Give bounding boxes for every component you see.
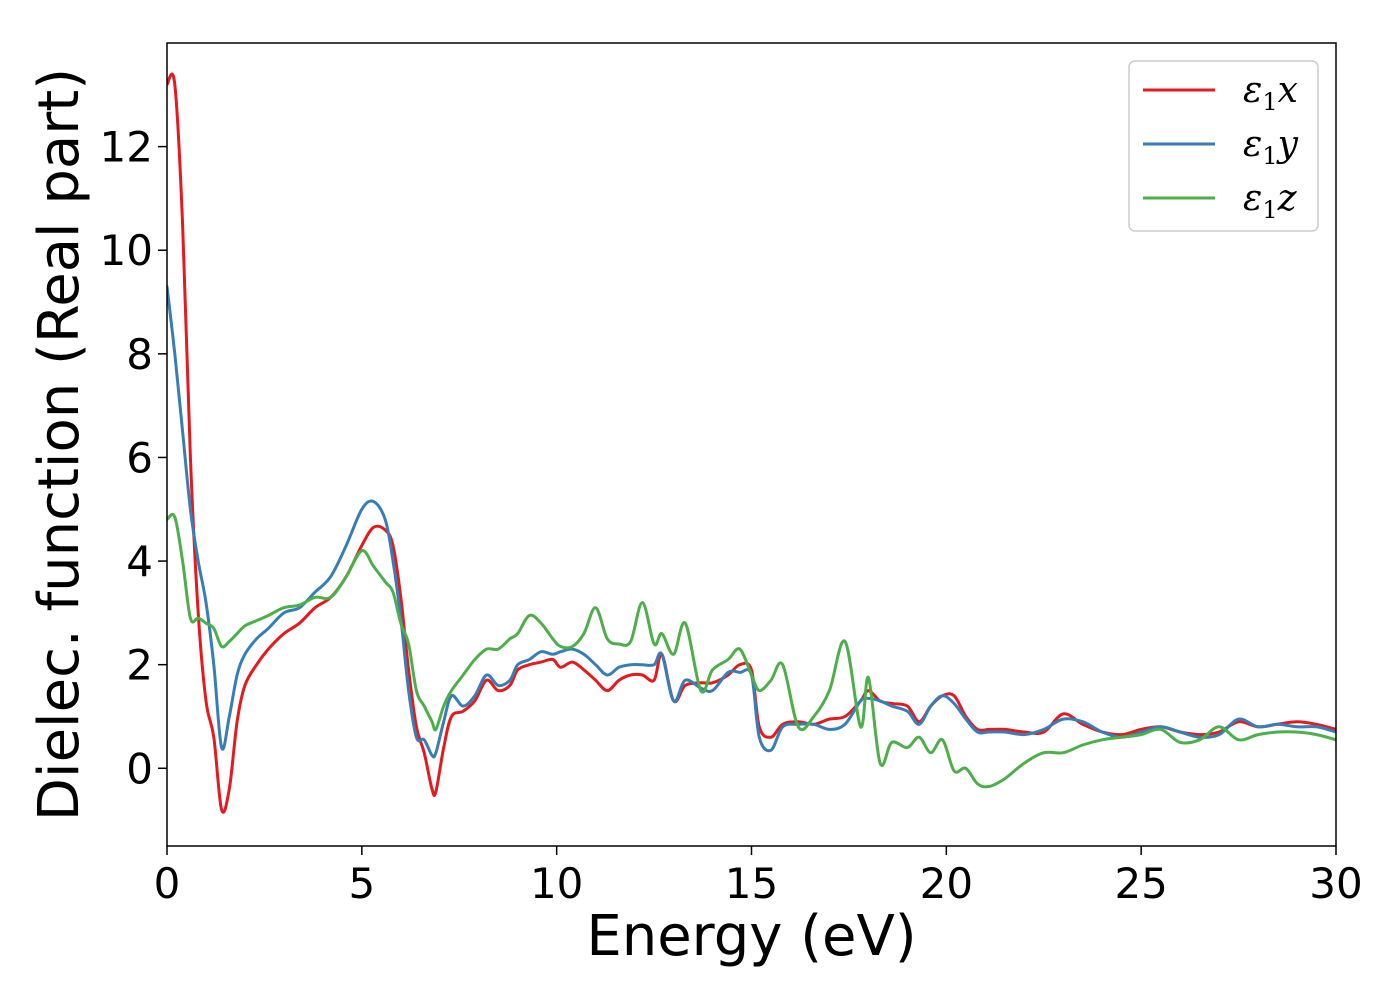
series-layer: [167, 72, 1336, 814]
legend-label-z: ε1z: [1243, 178, 1298, 224]
y-axis-ticks: 0 2 4 6 8 10 12: [100, 123, 167, 793]
legend-label-x: ε1x: [1243, 70, 1298, 116]
y-tick-label: 12: [100, 123, 153, 172]
x-tick-label: 5: [348, 859, 375, 908]
legend-label-y: ε1y: [1243, 124, 1299, 170]
x-tick-label: 10: [530, 859, 583, 908]
y-tick-label: 4: [126, 537, 153, 586]
legend-box: [1128, 60, 1319, 232]
x-tick-label: 15: [725, 859, 778, 908]
x-tick-label: 0: [154, 859, 181, 908]
x-tick-label: 30: [1309, 859, 1362, 908]
y-tick-label: 2: [126, 641, 153, 690]
y-tick-label: 10: [100, 226, 153, 275]
y-tick-label: 6: [126, 433, 153, 482]
y-tick-label: 0: [126, 744, 153, 793]
x-axis-ticks: 0 5 10 15 20 25 30: [154, 846, 1363, 908]
series-line-z: [167, 512, 1336, 789]
series-line-y: [167, 285, 1336, 759]
y-tick-label: 8: [126, 330, 153, 379]
y-axis-title: Dielec. function (Real part): [27, 68, 92, 821]
x-tick-label: 20: [920, 859, 973, 908]
x-axis-title: Energy (eV): [586, 904, 916, 969]
x-tick-label: 25: [1114, 859, 1167, 908]
legend: ε1x ε1y ε1z: [1128, 60, 1319, 232]
